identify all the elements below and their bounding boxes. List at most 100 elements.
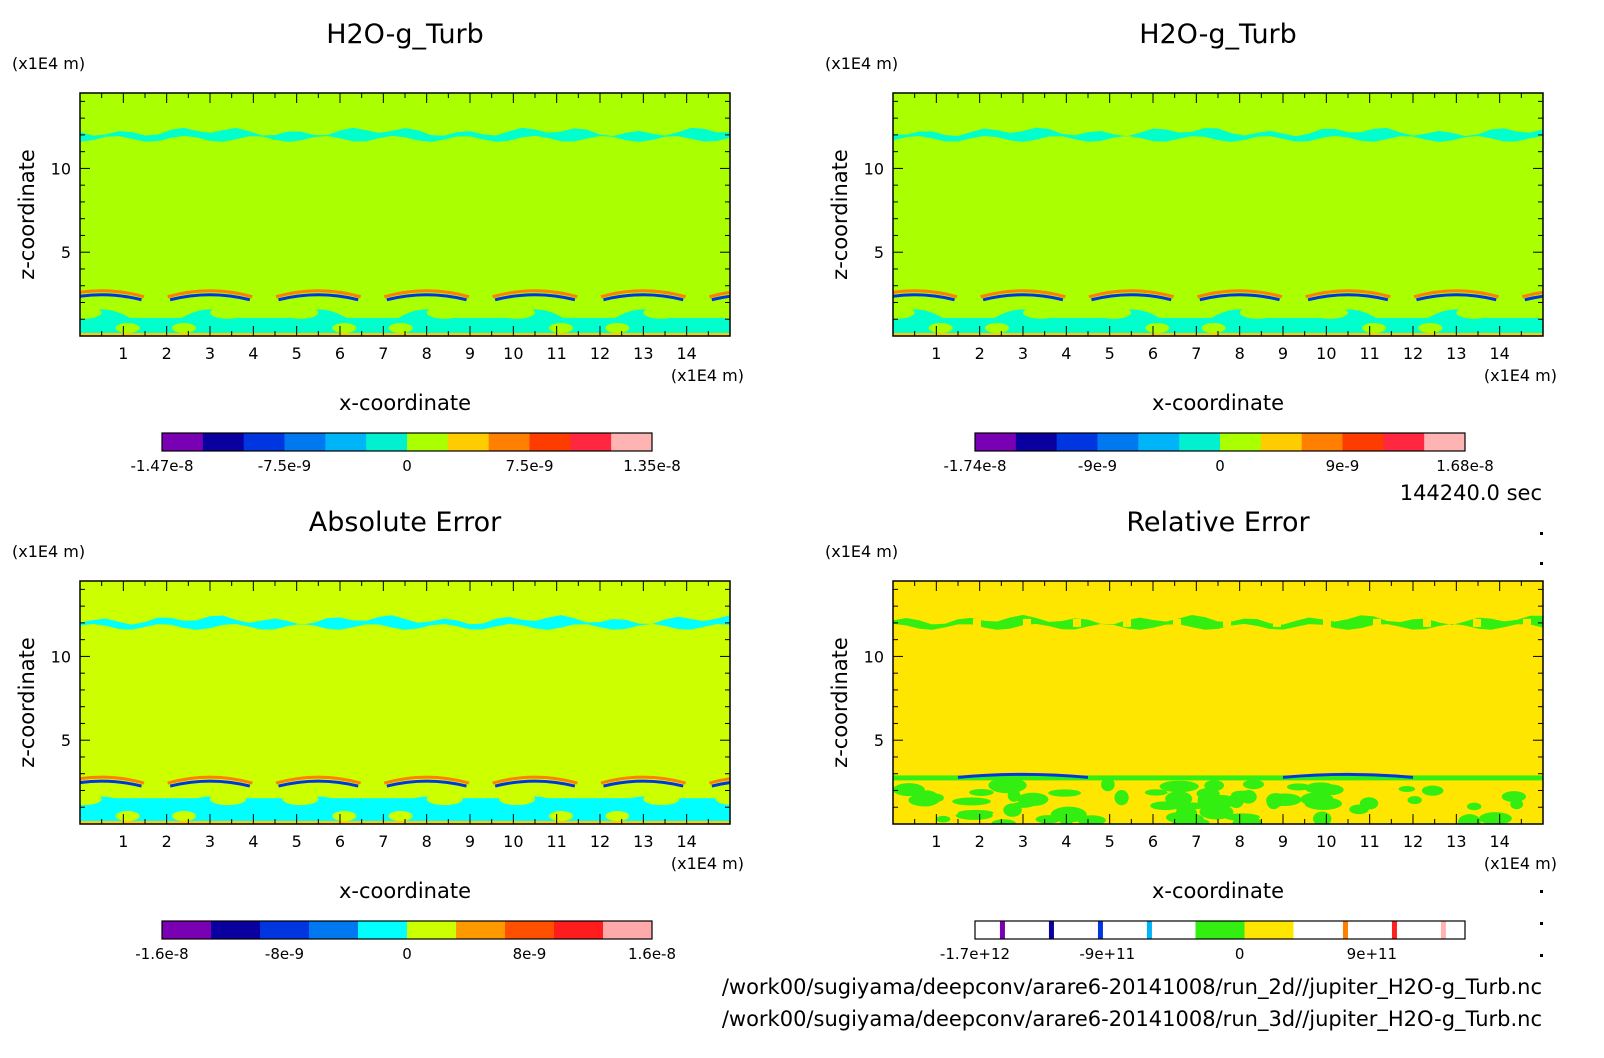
x-tick-label: 2	[162, 344, 172, 363]
y-tick-label: 5	[874, 731, 884, 750]
band-gap	[1323, 618, 1331, 627]
x-tick-label: 4	[1061, 832, 1071, 851]
x-tick-label: 3	[1018, 344, 1028, 363]
y-tick-label: 10	[864, 647, 884, 666]
lower-layer	[80, 289, 730, 336]
x-tick-label: 3	[1018, 832, 1028, 851]
y-tick-label: 5	[874, 243, 884, 262]
x-tick-label: 9	[465, 832, 475, 851]
x-tick-label: 5	[1105, 344, 1115, 363]
colorbar-tick-label: -8e-9	[265, 945, 304, 963]
colorbar-segment	[162, 921, 212, 939]
x-axis-label: x-coordinate	[1152, 879, 1284, 903]
colorbar-segment	[1097, 433, 1139, 451]
colorbar-segment	[611, 433, 653, 451]
x-tick-label: 11	[1359, 832, 1379, 851]
band-gap	[1423, 618, 1431, 627]
colorbar-segment	[1424, 433, 1466, 451]
x-tick-label: 9	[465, 344, 475, 363]
colorbar-tick-label: 1.68e-8	[1436, 457, 1494, 475]
colorbar-tick-label: -9e+11	[1079, 945, 1135, 963]
x-tick-label: 7	[378, 832, 388, 851]
x-tick-label: 6	[1148, 832, 1158, 851]
colorbar-segment	[1342, 921, 1348, 939]
x-tick-label: 8	[422, 344, 432, 363]
x-axis-label: x-coordinate	[1152, 391, 1284, 415]
heatmap-field	[893, 581, 1543, 824]
x-tick-label: 14	[1489, 344, 1509, 363]
y-tick-label: 5	[61, 731, 71, 750]
y-tick-label: 10	[51, 647, 71, 666]
chart-panel-1: H2O-g_Turb(x1E4 m)1 2 3 4 5 6 7 8 9 10 11 12 13 14510…	[12, 19, 744, 475]
chart-panel-4: Relative Error(x1E4 m)1 2 3 4 5 6 7 8 9 10 11 12 13 1…	[825, 507, 1557, 963]
x-tick-label: 9	[1278, 832, 1288, 851]
x-tick-label: 7	[378, 344, 388, 363]
x-tick-label: 10	[503, 344, 523, 363]
x-tick-label: 12	[1403, 832, 1423, 851]
x-tick-label: 8	[1235, 832, 1245, 851]
x-tick-label: 5	[292, 832, 302, 851]
colorbar-segment	[1056, 433, 1098, 451]
x-tick-label: 4	[248, 832, 258, 851]
x-tick-label: 13	[633, 344, 653, 363]
band-gap	[1473, 618, 1481, 627]
colorbar-segment	[603, 921, 653, 939]
band-gap	[1523, 618, 1531, 627]
x-axis-label: x-coordinate	[339, 879, 471, 903]
y-axis-label: z-coordinate	[828, 637, 852, 768]
colorbar-segment	[570, 433, 612, 451]
x-tick-label: 5	[1105, 832, 1115, 851]
colorbar-tick-label: -1.74e-8	[944, 457, 1007, 475]
x-tick-label: 3	[205, 344, 215, 363]
x-tick-label: 10	[1316, 832, 1336, 851]
x-tick-label: 13	[633, 832, 653, 851]
chart-panel-3: Absolute Error(x1E4 m)1 2 3 4 5 6 7 8 9 10 11 12 13 1…	[12, 507, 744, 963]
colorbar-segment	[505, 921, 555, 939]
band-gap	[1273, 618, 1281, 627]
y-unit-label: (x1E4 m)	[825, 542, 898, 561]
x-tick-label: 2	[975, 832, 985, 851]
colorbar-segment	[488, 433, 530, 451]
colorbar: -1.74e-8 -9e-9 0 9e-9 1.68e-8	[944, 432, 1494, 475]
x-tick-label: 2	[162, 832, 172, 851]
x-unit-label: (x1E4 m)	[1484, 854, 1557, 873]
colorbar-tick-label: 9e+11	[1347, 945, 1397, 963]
colorbar-tick-label: 1.6e-8	[628, 945, 676, 963]
colorbar-segment	[366, 433, 408, 451]
colorbar-tick-label: 9e-9	[1326, 457, 1360, 475]
panel-title: Absolute Error	[309, 507, 502, 538]
colorbar-segment	[407, 921, 457, 939]
x-tick-label: 7	[1191, 832, 1201, 851]
x-tick-label: 4	[248, 344, 258, 363]
x-tick-label: 3	[205, 832, 215, 851]
colorbar: -1.7e+12 -9e+11 0 9e+11	[940, 920, 1466, 963]
panel-title: H2O-g_Turb	[326, 19, 484, 50]
colorbar-segment	[1179, 433, 1221, 451]
colorbar-tick-label: 7.5e-9	[505, 457, 553, 475]
x-tick-label: 5	[292, 344, 302, 363]
x-tick-label: 12	[590, 344, 610, 363]
colorbar-segment	[554, 921, 604, 939]
heatmap-field	[80, 581, 730, 824]
colorbar-segment	[1260, 433, 1303, 451]
x-unit-label: (x1E4 m)	[671, 854, 744, 873]
y-tick-label: 10	[864, 159, 884, 178]
colorbar-segment	[529, 433, 571, 451]
upper-band	[80, 127, 730, 142]
heatmap-field	[893, 93, 1543, 336]
colorbar-tick-label: 0	[402, 945, 412, 963]
x-tick-label: 6	[335, 344, 345, 363]
colorbar-segment	[1244, 921, 1294, 939]
band-gap	[1173, 618, 1181, 627]
x-unit-label: (x1E4 m)	[671, 366, 744, 385]
colorbar-segment	[284, 433, 326, 451]
y-unit-label: (x1E4 m)	[825, 54, 898, 73]
colorbar-segment	[1048, 921, 1054, 939]
x-tick-label: 13	[1446, 344, 1466, 363]
panel-title: Relative Error	[1126, 507, 1310, 538]
x-tick-label: 8	[1235, 344, 1245, 363]
panel-title: H2O-g_Turb	[1139, 19, 1297, 50]
colorbar-tick-label: 1.35e-8	[623, 457, 681, 475]
band-gap	[1023, 618, 1031, 627]
